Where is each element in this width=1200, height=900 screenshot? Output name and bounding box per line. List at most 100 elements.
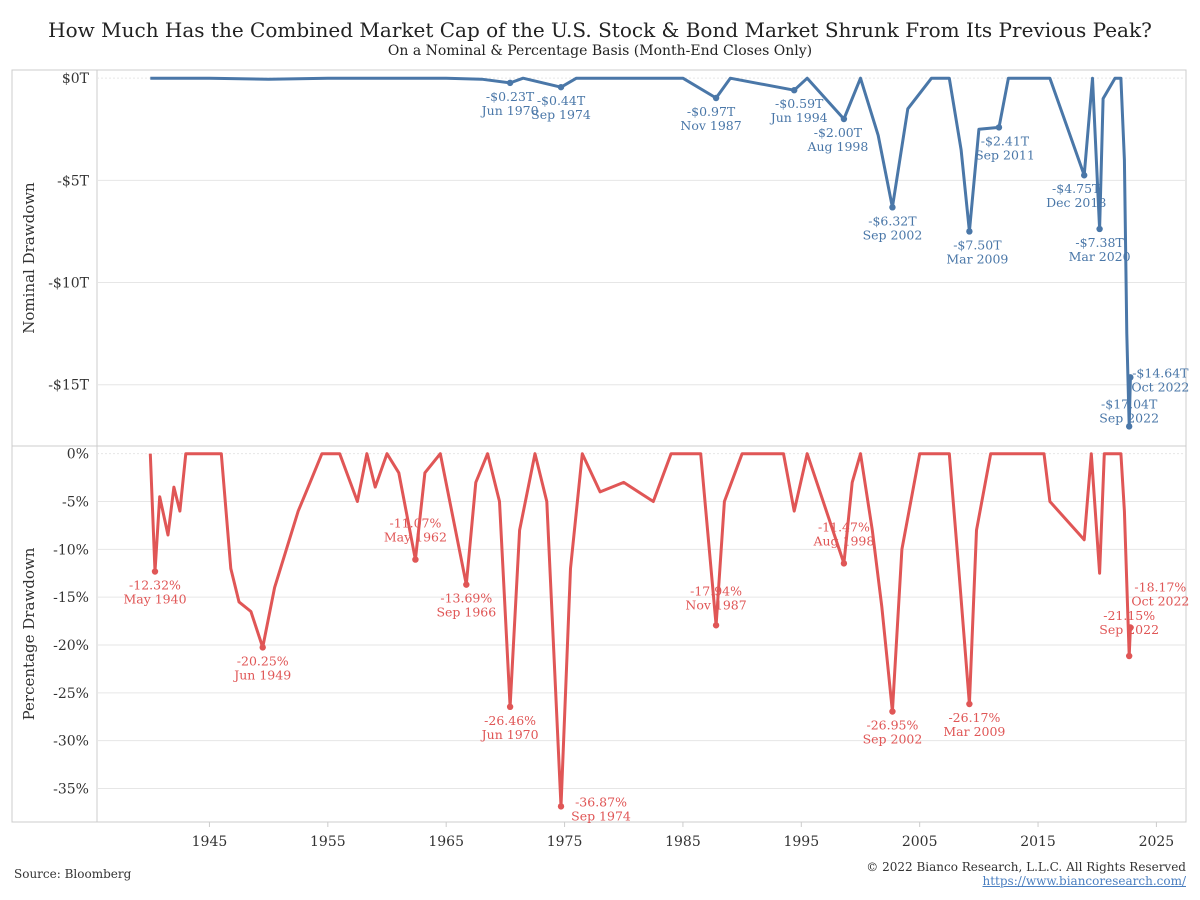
annotation-point [557, 83, 565, 91]
x-tick-label: 2025 [1139, 834, 1175, 850]
annotation-point [790, 87, 798, 94]
annotation-point [151, 568, 159, 575]
annotation-point [1127, 374, 1134, 381]
annotation-value: -$7.50T [953, 237, 1002, 252]
annotation-date: Jun 1949 [232, 667, 291, 682]
y-tick-label: -$15T [48, 378, 89, 394]
annotation-point [889, 708, 896, 715]
nominal-panel: $0T -$5T -$10T -$15T Nominal Drawdown -$0.23T… [20, 71, 1189, 430]
annotation-date: Jun 1994 [769, 110, 828, 125]
annotation-point [966, 228, 973, 235]
annotation-date: Aug 1998 [812, 533, 874, 548]
annotation-value: -$6.32T [868, 213, 917, 228]
annotation-point [966, 700, 973, 708]
x-tick-label: 2005 [902, 834, 938, 850]
annotation-value: -$7.38T [1075, 235, 1124, 250]
y-tick-label: -$10T [48, 276, 89, 292]
y-tick-label: 0% [67, 447, 89, 463]
annotation-point [1125, 423, 1133, 430]
annotation-value: -$2.41T [981, 133, 1030, 148]
x-tick-label: 1965 [428, 834, 464, 850]
annotation-date: Aug 1998 [806, 139, 868, 154]
annotation-value: -26.95% [866, 717, 918, 732]
annotation-value: -36.87% [575, 794, 627, 809]
annotation-value: -18.17% [1134, 579, 1186, 594]
annotation-point [995, 124, 1003, 131]
y-axis-title: Percentage Drawdown [20, 547, 38, 720]
annotation-value: -26.46% [484, 713, 536, 728]
annotation-value: -11.47% [818, 519, 870, 534]
annotation-date: Oct 2022 [1131, 593, 1189, 608]
annotation-point [506, 703, 514, 711]
x-tick-label: 1995 [783, 834, 819, 850]
y-tick-label: -20% [53, 638, 89, 654]
annotation-point [557, 803, 565, 810]
x-tick-label: 1985 [665, 834, 701, 850]
annotation-date: Mar 2009 [943, 724, 1005, 739]
annotation-point [1127, 624, 1134, 631]
chart-subtitle: On a Nominal & Percentage Basis (Month-E… [387, 43, 813, 59]
x-tick-label: 1955 [310, 834, 346, 850]
annotation-value: -26.17% [948, 710, 1000, 725]
annotation-date: Sep 2022 [1099, 410, 1159, 425]
annotation-point [840, 560, 848, 567]
x-axis: 1945 1955 1965 1975 1985 1995 2005 2015 2025 [192, 822, 1175, 850]
annotation-point [1096, 225, 1103, 233]
annotation-date: Dec 2018 [1046, 195, 1106, 210]
y-tick-label: -$5T [57, 173, 90, 189]
annotation-value: -$0.44T [537, 93, 586, 108]
annotation-value: -$0.23T [486, 89, 535, 104]
annotation-date: Mar 2020 [1069, 249, 1131, 264]
x-tick-label: 1975 [547, 834, 583, 850]
y-tick-label: -25% [53, 686, 89, 702]
annotation-point [712, 94, 720, 102]
x-tick-label: 1945 [192, 834, 228, 850]
annotation-point [463, 581, 470, 588]
annotation-value: -$2.00T [814, 125, 863, 140]
annotation-point [506, 79, 514, 87]
annotation-point [1081, 172, 1088, 179]
annotation-date: Sep 2011 [975, 147, 1035, 162]
annotation-date: Sep 2002 [863, 731, 923, 746]
y-tick-label: -10% [53, 542, 89, 558]
annotation-date: May 1962 [384, 530, 447, 545]
annotation-date: Sep 1974 [571, 808, 631, 823]
percent-series-line [148, 452, 1132, 808]
annotation-value: -12.32% [129, 578, 181, 593]
annotation-value: -$0.59T [775, 96, 824, 111]
annotation-point [889, 204, 896, 211]
y-tick-label: -35% [53, 782, 89, 798]
annotation-date: Sep 2002 [863, 227, 923, 242]
annotation-point [712, 622, 720, 629]
annotation-point [1125, 652, 1133, 660]
annotation-value: -13.69% [440, 591, 492, 606]
annotation-value: -$17.04T [1101, 396, 1158, 411]
annotation-date: Jun 1970 [480, 103, 539, 118]
annotation-point [840, 115, 848, 123]
annotation-point [412, 556, 419, 563]
annotation-date: May 1940 [123, 592, 186, 607]
y-tick-label: -15% [53, 590, 89, 606]
y-axis-title: Nominal Drawdown [20, 182, 38, 334]
source-note: Source: Bloomberg [14, 867, 132, 881]
annotation-point [259, 644, 266, 651]
annotation-value: -$14.64T [1132, 365, 1189, 380]
annotation-value: -$0.97T [687, 104, 736, 119]
y-tick-label: -5% [62, 494, 89, 510]
annotation-value: -$4.75T [1052, 181, 1101, 196]
percentage-panel: 0% -5% -10% -15% -20% -25% -30% -35% Percentage … [20, 447, 1189, 824]
y-tick-label: -30% [53, 734, 89, 750]
annotation-date: Oct 2022 [1131, 379, 1189, 394]
annotation-value: -17.94% [690, 583, 742, 598]
annotation-value: -11.07% [389, 516, 441, 531]
website-link[interactable]: https://www.biancoresearch.com/ [982, 874, 1186, 888]
annotation-value: -20.25% [237, 653, 289, 668]
annotation-date: Nov 1987 [685, 597, 746, 612]
annotation-date: Sep 1974 [531, 107, 591, 122]
annotation-date: Nov 1987 [680, 118, 741, 133]
annotation-value: -21.15% [1103, 608, 1155, 623]
annotation-date: Mar 2009 [946, 251, 1008, 266]
y-tick-label: $0T [62, 71, 90, 87]
annotation-date: Jun 1970 [480, 727, 539, 742]
